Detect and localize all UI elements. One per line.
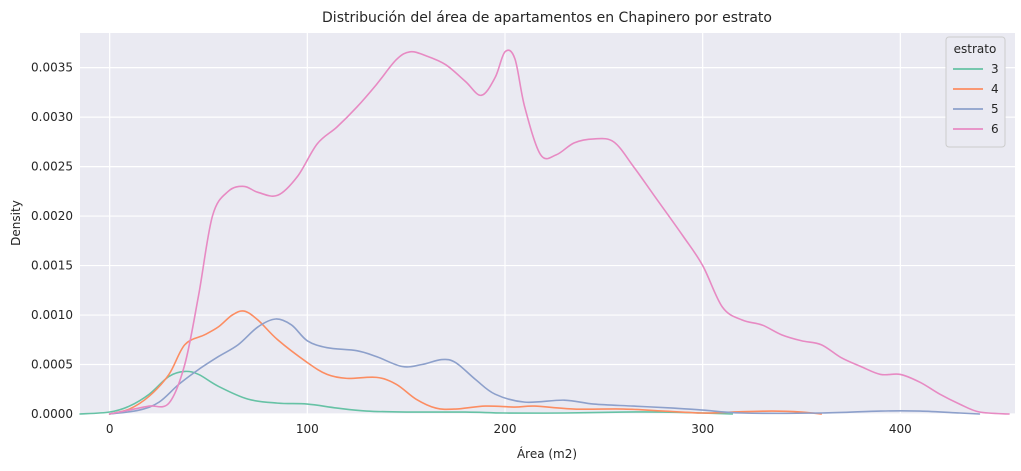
y-tick-label: 0.0015 bbox=[31, 259, 73, 273]
grid-lines bbox=[80, 33, 1015, 415]
y-tick-label: 0.0020 bbox=[31, 209, 73, 223]
legend-label-estrato-5: 5 bbox=[991, 102, 999, 116]
x-tick-label: 100 bbox=[296, 422, 319, 436]
legend-label-estrato-6: 6 bbox=[991, 122, 999, 136]
legend-label-estrato-3: 3 bbox=[991, 62, 999, 76]
plot-area bbox=[80, 33, 1015, 414]
x-axis-label: Área (m2) bbox=[517, 446, 577, 461]
y-axis-ticks: 0.0000 0.0005 0.0010 0.0015 0.0020 0.0025 0.00… bbox=[31, 61, 73, 421]
y-tick-label: 0.0000 bbox=[31, 407, 73, 421]
y-tick-label: 0.0035 bbox=[31, 61, 73, 75]
x-tick-label: 200 bbox=[494, 422, 517, 436]
x-tick-label: 400 bbox=[889, 422, 912, 436]
density-line-estrato-6 bbox=[108, 49, 1010, 415]
legend-label-estrato-4: 4 bbox=[991, 82, 999, 96]
density-line-estrato-5 bbox=[108, 318, 981, 415]
y-tick-label: 0.0030 bbox=[31, 110, 73, 124]
y-tick-label: 0.0010 bbox=[31, 308, 73, 322]
y-axis-label: Density bbox=[9, 200, 23, 246]
legend: estrato 3 4 5 6 bbox=[945, 36, 1006, 148]
density-line-estrato-4 bbox=[108, 310, 823, 415]
legend-title: estrato bbox=[954, 42, 997, 56]
y-tick-label: 0.0005 bbox=[31, 358, 73, 372]
series-layer bbox=[79, 49, 1010, 415]
legend-box bbox=[945, 36, 1006, 148]
y-tick-label: 0.0025 bbox=[31, 160, 73, 174]
x-tick-label: 300 bbox=[691, 422, 714, 436]
x-axis-ticks: 0 100 200 300 400 bbox=[106, 422, 912, 436]
chart-title: Distribución del área de apartamentos en… bbox=[322, 10, 772, 26]
x-tick-label: 0 bbox=[106, 422, 114, 436]
density-line-estrato-3 bbox=[79, 370, 734, 415]
